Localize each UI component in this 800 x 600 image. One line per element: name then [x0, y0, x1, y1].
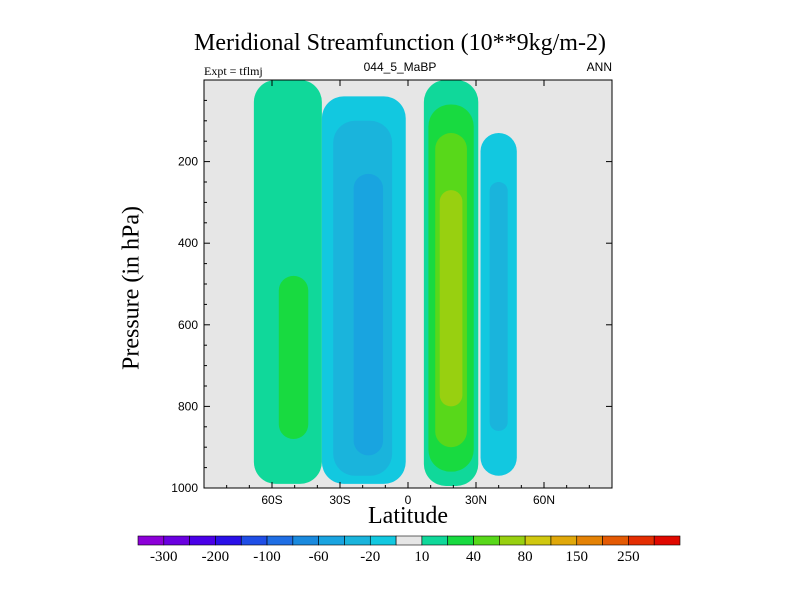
colorbar-box	[447, 535, 474, 546]
colorbar-label: -200	[202, 549, 230, 565]
colorbar-label: -20	[360, 549, 380, 565]
x-axis: 60S 30S 0 30N 60N	[226, 80, 590, 507]
y-tick-label: 400	[178, 236, 198, 250]
colorbar-box	[137, 535, 165, 546]
x-tick-label: 30S	[329, 493, 350, 507]
colorbar-box	[628, 535, 655, 546]
colorbar-box	[395, 535, 423, 546]
colorbar-label: 150	[566, 549, 589, 565]
y-tick-label: 1000	[171, 481, 198, 495]
colorbar-label: 10	[414, 549, 429, 565]
colorbar-box	[163, 535, 190, 546]
colorbar-box	[576, 535, 603, 546]
colorbar-box	[240, 535, 268, 546]
colorbar-box	[524, 535, 552, 546]
y-tick-label: 600	[178, 318, 198, 332]
colorbar-box	[292, 535, 319, 546]
colorbar-box	[189, 535, 216, 546]
colorbar-box	[499, 535, 526, 546]
colorbar-box	[215, 535, 242, 546]
contour-region-1	[278, 275, 309, 440]
contour-region-8	[439, 190, 463, 407]
contour-regions	[253, 80, 517, 486]
x-axis-label: Latitude	[368, 503, 448, 529]
colorbar-box	[266, 535, 294, 546]
contour-region-10	[489, 182, 508, 431]
x-tick-label: 30N	[465, 493, 487, 507]
x-tick-label: 0	[405, 493, 412, 507]
colorbar-box	[344, 535, 371, 546]
season-label: ANN	[586, 60, 612, 74]
colorbar-box	[602, 535, 629, 546]
x-tick-label: 60N	[533, 493, 555, 507]
colorbar-label: 250	[617, 549, 640, 565]
contour-region-4	[353, 173, 384, 456]
colorbar-box	[550, 535, 578, 546]
x-tick-label: 60S	[261, 493, 282, 507]
y-axis: 200 400 600 800 1000	[171, 99, 612, 495]
y-tick-label: 200	[178, 155, 198, 169]
colorbar-box	[369, 535, 397, 546]
colorbar-label: -100	[253, 549, 281, 565]
colorbar-box	[473, 535, 500, 546]
colorbar-label: 80	[518, 549, 533, 565]
experiment-label: Expt = tflmj	[204, 64, 263, 78]
colorbar-box	[318, 535, 345, 546]
colorbar-box	[653, 535, 681, 546]
colorbar: -300 -200 -100 -60 -20 10 40 80 150 250	[137, 535, 681, 565]
period-label: 044_5_MaBP	[363, 60, 437, 74]
colorbar-label: -60	[309, 549, 329, 565]
colorbar-box	[421, 535, 449, 546]
colorbar-label: -300	[150, 549, 178, 565]
chart-title: Meridional Streamfunction (10**9kg/m-2)	[194, 30, 606, 56]
colorbar-label: 40	[466, 549, 481, 565]
y-tick-label: 800	[178, 399, 198, 413]
